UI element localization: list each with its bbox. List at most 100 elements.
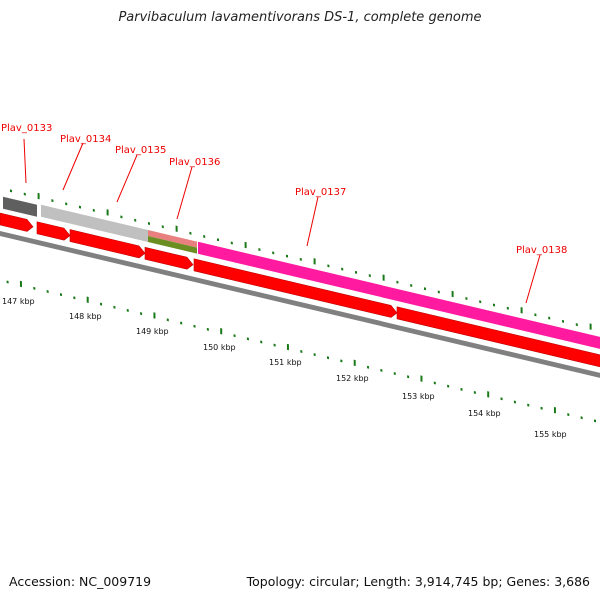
scale-minor-tick [473, 391, 476, 394]
minor-tick [23, 192, 26, 196]
gene-label-plav-0137[interactable]: Plav_0137 [295, 187, 346, 198]
scale-minor-tick [447, 384, 450, 388]
cds-arrow[interactable] [193, 258, 398, 319]
gene-plav-0136[interactable] [148, 235, 197, 254]
minor-tick [65, 202, 68, 206]
gene-plav-0135[interactable] [148, 229, 197, 248]
minor-tick [534, 313, 537, 317]
scale-minor-tick [380, 368, 383, 372]
minor-tick [479, 300, 482, 304]
gene-labels: Plav_0133 Plav_0134 Plav_0135 Plav_0136 … [1, 123, 567, 304]
major-tick [106, 209, 109, 216]
gene-label-plav-0134[interactable]: Plav_0134 [60, 134, 111, 145]
label-line [62, 142, 84, 191]
scale-minor-tick [567, 413, 570, 417]
cds-track [0, 212, 600, 376]
scale-minor-tick [407, 375, 410, 379]
minor-tick [299, 257, 302, 261]
accession-text: Accession: NC_009719 [9, 574, 152, 589]
gene-plav-0133[interactable] [3, 196, 37, 217]
major-tick [244, 241, 247, 249]
minor-tick [92, 208, 95, 212]
minor-tick [148, 221, 150, 225]
scale-minor-tick [273, 343, 276, 347]
scale-major-tick [220, 328, 223, 335]
minor-tick [410, 283, 413, 287]
scale-labels: 147 kbp 148 kbp 149 kbp 150 kbp 151 kbp 152 k… [2, 297, 567, 439]
feature-track [3, 196, 600, 354]
scale-minor-tick [46, 290, 49, 294]
gene-label-plav-0133[interactable]: Plav_0133 [1, 123, 52, 134]
gene-plav-0137[interactable] [198, 241, 600, 354]
scale-minor-tick [313, 353, 316, 357]
minor-tick [424, 287, 426, 291]
minor-tick [134, 218, 137, 222]
scale-label: 153 kbp [402, 392, 435, 401]
minor-tick [189, 231, 192, 235]
scale-minor-tick [327, 356, 329, 360]
topology-text: Topology: circular; Length: 3,914,745 bp… [246, 574, 590, 589]
minor-tick [230, 241, 233, 245]
scale-label: 149 kbp [136, 327, 169, 336]
minor-tick [272, 251, 275, 255]
minor-tick [217, 238, 219, 242]
gene-plav-0134[interactable] [41, 204, 148, 242]
minor-tick [286, 254, 288, 258]
minor-tick [575, 323, 578, 327]
scale-tick-track [6, 280, 596, 423]
minor-tick [562, 319, 564, 323]
minor-tick [120, 215, 123, 219]
minor-tick [355, 270, 357, 274]
scale-label: 150 kbp [203, 343, 236, 352]
scale-major-tick [19, 280, 22, 288]
major-tick [451, 290, 454, 298]
scale-minor-tick [367, 365, 370, 369]
scale-major-tick [487, 391, 490, 398]
minor-tick [79, 205, 81, 209]
minor-tick [506, 306, 509, 310]
major-tick [589, 323, 592, 330]
scale-minor-tick [73, 296, 76, 300]
major-tick [37, 192, 40, 200]
scale-minor-tick [140, 312, 143, 316]
scale-minor-tick [433, 381, 436, 385]
scale-label: 152 kbp [336, 374, 369, 383]
map-title: Parvibaculum lavamentivorans DS-1, compl… [118, 10, 482, 25]
scale-minor-tick [500, 397, 503, 401]
label-line [23, 138, 27, 184]
cds-arrow[interactable] [36, 221, 71, 242]
cds-arrow[interactable] [144, 246, 194, 270]
scale-minor-tick [513, 400, 516, 404]
gene-label-plav-0135[interactable]: Plav_0135 [115, 145, 166, 156]
scale-minor-tick [340, 359, 343, 363]
cds-arrow[interactable] [396, 306, 600, 376]
scale-label: 151 kbp [269, 358, 302, 367]
minor-tick [341, 267, 344, 271]
scale-minor-tick [180, 321, 183, 325]
scale-minor-tick [206, 327, 209, 331]
cds-arrow[interactable] [69, 229, 146, 260]
scale-minor-tick [166, 318, 169, 322]
scale-minor-tick [33, 286, 36, 290]
major-tick [382, 274, 385, 281]
scale-major-tick [420, 375, 423, 382]
minor-tick [327, 264, 330, 268]
scale-label: 148 kbp [69, 312, 102, 321]
scale-minor-tick [6, 280, 9, 284]
scale-minor-tick [460, 387, 463, 391]
cds-arrow[interactable] [0, 212, 34, 233]
scale-minor-tick [113, 305, 116, 309]
minor-tick [161, 225, 164, 229]
scale-label: 147 kbp [2, 297, 35, 306]
major-tick [520, 307, 523, 314]
label-line [306, 196, 319, 247]
scale-major-tick [353, 359, 356, 367]
gene-label-plav-0136[interactable]: Plav_0136 [169, 157, 220, 168]
major-tick [175, 225, 178, 232]
scale-label: 154 kbp [468, 409, 501, 418]
scale-minor-tick [193, 324, 196, 328]
minor-tick [465, 297, 468, 300]
minor-tick [548, 316, 551, 320]
scale-label: 155 kbp [534, 430, 567, 439]
gene-label-plav-0138[interactable]: Plav_0138 [516, 245, 567, 256]
